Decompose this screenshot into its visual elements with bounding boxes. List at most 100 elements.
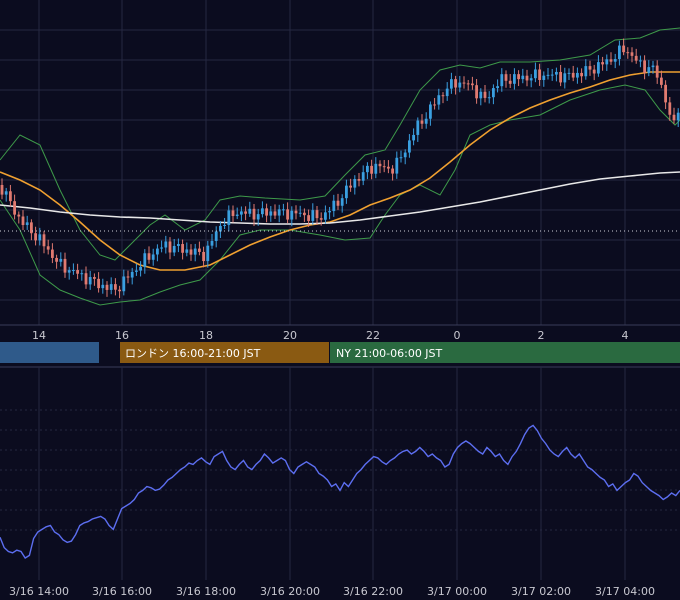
candle-body [277,209,281,216]
candle-body [88,277,92,285]
candle-body [454,79,457,88]
candle-body [387,166,390,169]
candle-body [655,65,659,78]
candle-body [151,254,155,260]
candle-body [164,241,168,248]
candle-body [651,65,655,68]
candle-body [223,224,226,226]
candle-body [538,69,541,80]
candle-body [84,273,88,285]
candle-body [366,165,369,173]
candle-body [105,284,109,290]
candle-body [17,214,21,217]
candle-body [307,215,310,221]
candle-body [399,157,403,159]
candle-body [592,69,596,74]
candle-body [118,289,121,292]
candle-body [668,102,672,115]
oscillator-line [0,424,680,559]
candle-body [315,210,319,219]
candle-body [286,209,289,220]
price-x-tick-label: 0 [454,329,461,342]
candle-body [93,277,96,279]
price-x-tick-label: 22 [366,329,380,342]
candle-body [361,172,365,181]
candle-body [227,210,231,225]
oscillator-x-tick-label: 3/16 14:00 [9,585,69,598]
candle-body [231,210,235,217]
price-x-axis: 14 16 18 20 22 0 2 4 [32,329,629,342]
candle-body [109,284,113,290]
price-x-tick-label: 18 [199,329,213,342]
candle-body [660,77,663,85]
candle-body [500,74,504,87]
candle-body [576,72,579,78]
candle-body [420,120,424,124]
candle-body [542,75,546,80]
candle-body [67,270,71,273]
candle-body [571,72,575,78]
candle-body [189,249,193,255]
candle-body [374,163,378,174]
session-ny-box [330,342,680,363]
candle-body [290,210,294,220]
candle-body [395,157,399,174]
candle-body [534,69,537,79]
candle-body [25,222,29,226]
candle-body [303,212,306,216]
candle-body [643,60,646,73]
moving-average-long-line [0,171,680,225]
candle-body [412,134,415,141]
candle-body [450,79,453,89]
candle-body [559,71,562,83]
candle-body [622,45,625,53]
candle-body [378,163,382,167]
candle-body [487,97,491,99]
candle-body [408,140,411,153]
candle-body [185,249,189,253]
candle-body [433,104,436,106]
candle-body [424,118,428,124]
candle-body [298,212,302,214]
candle-body [38,234,42,241]
candle-body [252,208,256,220]
candle-body [59,258,63,262]
candle-body [504,74,508,81]
session-london-box [120,342,329,363]
candle-body [445,88,449,97]
candle-body [437,95,441,105]
moving-average-short-line [0,71,680,271]
candle-body [429,104,432,119]
candle-body [13,201,16,215]
session-ny-label: NY 21:00-06:00 JST [336,347,443,360]
candle-body [462,82,466,84]
candle-body [147,253,151,260]
candle-body [97,278,100,289]
candle-body [80,273,84,275]
candle-body [294,210,298,214]
candle-body [198,248,201,252]
candle-body [328,211,331,213]
candle-body [639,60,642,62]
candle-body [601,62,604,65]
candle-body [513,74,516,84]
candle-body [492,88,495,98]
candle-body [42,234,46,247]
candle-body [51,249,54,258]
candle-body [349,185,352,188]
candle-body [126,276,130,278]
candle-body [130,271,134,278]
candle-body [76,270,79,274]
candle-body [529,78,533,81]
price-x-tick-label: 14 [32,329,46,342]
candle-body [9,191,12,202]
candle-body [55,257,58,262]
moving-averages [0,71,680,271]
candle-body [72,270,75,272]
price-x-tick-label: 2 [538,329,545,342]
candle-body [269,211,273,216]
candle-body [324,212,327,220]
candle-body [202,251,205,262]
candle-body [416,120,420,135]
